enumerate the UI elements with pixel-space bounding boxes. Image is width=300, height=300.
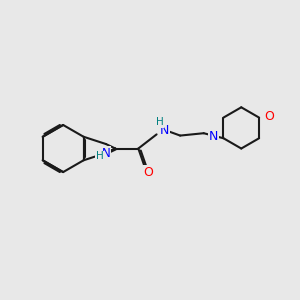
- Text: H: H: [156, 117, 164, 127]
- Text: H: H: [96, 152, 104, 161]
- Text: N: N: [209, 130, 218, 143]
- Text: O: O: [144, 166, 154, 179]
- Text: O: O: [264, 110, 274, 123]
- Text: N: N: [102, 147, 110, 160]
- Text: N: N: [160, 124, 170, 137]
